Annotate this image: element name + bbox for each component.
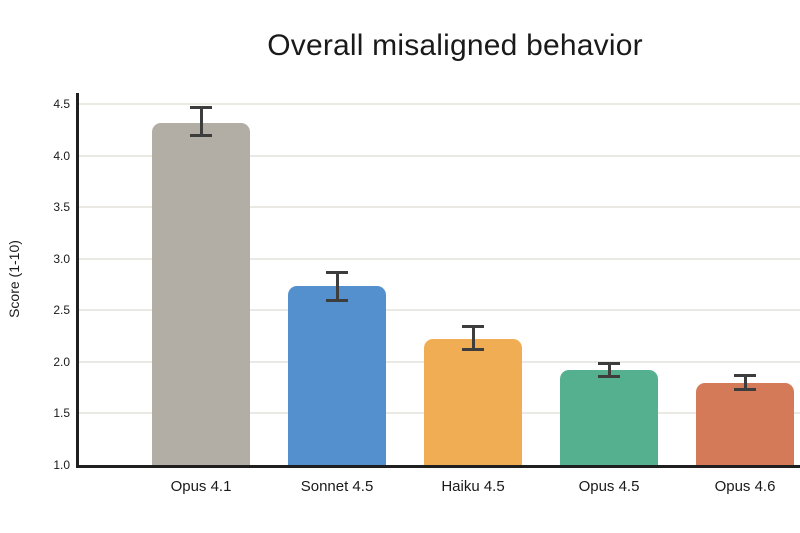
x-tick-label: Sonnet 4.5	[300, 478, 374, 495]
y-tick-label: 2.5	[53, 303, 70, 318]
y-tick-label: 3.5	[53, 200, 70, 215]
x-tick-label: Opus 4.5	[578, 478, 640, 495]
chart-title: Overall misaligned behavior	[267, 29, 643, 62]
gridline	[79, 103, 800, 106]
y-tick-label: 4.5	[53, 97, 70, 112]
error-bar-cap-bottom	[326, 299, 348, 303]
error-bar-cap-top	[462, 324, 484, 328]
gridline	[79, 309, 800, 312]
y-tick-label: 3.0	[53, 251, 70, 266]
y-tick-label: 2.0	[53, 354, 70, 369]
error-bar-cap-top	[190, 106, 212, 110]
gridline	[79, 206, 800, 209]
error-bar-cap-top	[734, 374, 756, 378]
bar-sonnet-4-5	[288, 285, 386, 465]
x-tick-label: Haiku 4.5	[441, 478, 505, 495]
gridline	[79, 154, 800, 157]
bar-opus-4-1	[152, 122, 250, 465]
error-bar-cap-top	[326, 271, 348, 275]
error-bar-line	[199, 106, 203, 138]
error-bar-cap-bottom	[190, 134, 212, 138]
error-bar-cap-bottom	[598, 375, 620, 379]
error-bar-line	[471, 324, 475, 351]
error-bar-line	[335, 271, 339, 303]
error-bar-cap-bottom	[734, 387, 756, 391]
y-tick-label: 4.0	[53, 148, 70, 163]
x-tick-label: Opus 4.1	[170, 478, 232, 495]
error-bar-line	[743, 374, 747, 391]
error-bar-cap-top	[598, 361, 620, 365]
error-bar-line	[607, 361, 611, 379]
y-tick-label: 1.5	[53, 406, 70, 421]
x-tick-label: Opus 4.6	[714, 478, 776, 495]
bar-haiku-4-5	[424, 339, 522, 465]
bar-opus-4-6	[696, 382, 794, 465]
error-bar-cap-bottom	[462, 347, 484, 351]
bar-opus-4-5	[560, 370, 658, 465]
y-tick-label: 1.0	[53, 458, 70, 472]
gridline	[79, 257, 800, 260]
plot-area: 1.0 1.5 2.0 2.5 3.0 3.5 4.0 4.5 Opus 4.1 Sonnet …	[53, 93, 800, 495]
